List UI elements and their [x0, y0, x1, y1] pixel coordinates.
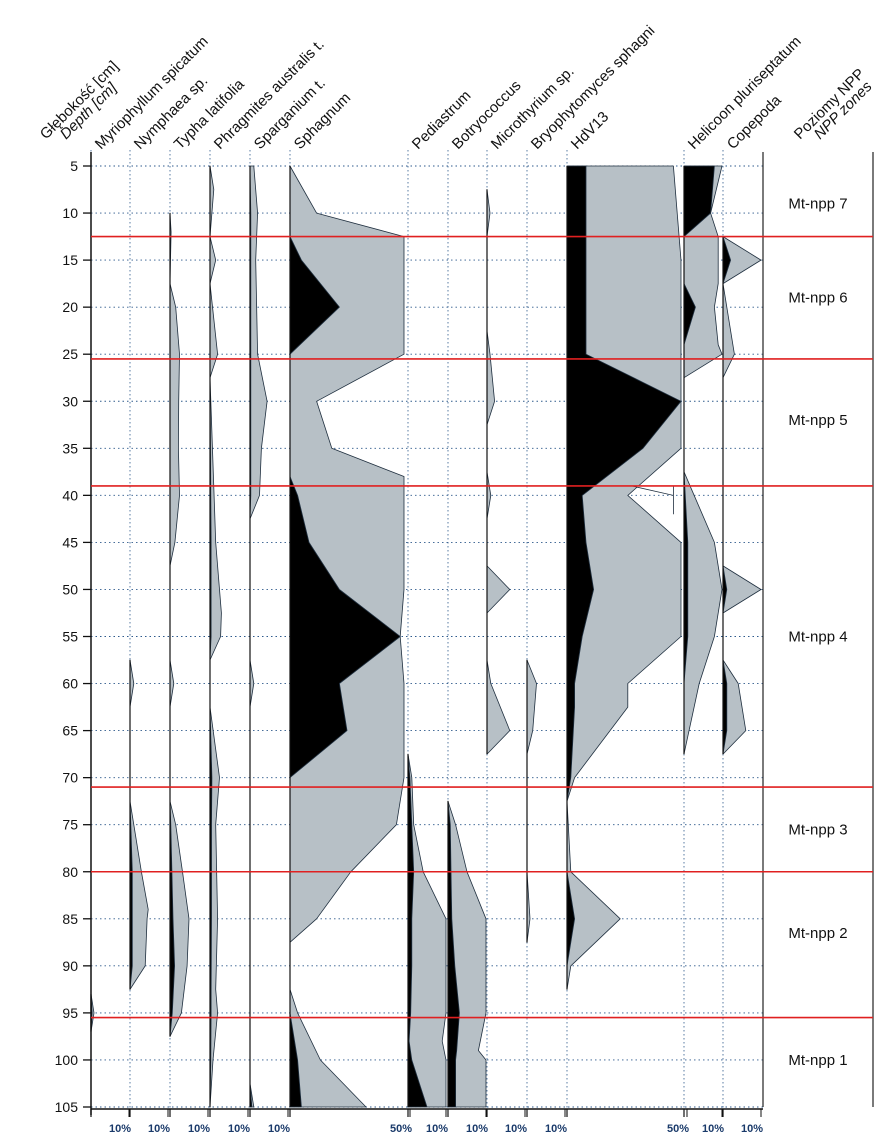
depth-tick-label: 60 [62, 676, 78, 692]
taxon-column: 10% [209, 165, 250, 1135]
scale-label: 50% [667, 1123, 689, 1135]
depth-tick-label: 80 [62, 864, 78, 880]
depth-tick-label: 30 [62, 393, 78, 409]
value-curve [566, 165, 682, 990]
scale-label: 10% [109, 1123, 131, 1135]
zone-label: Mt-npp 2 [788, 925, 847, 942]
depth-tick-label: 50 [62, 581, 78, 597]
depth-tick-label: 65 [62, 723, 78, 739]
taxon-column: 10% [486, 189, 527, 1135]
taxon-column: 50% [566, 165, 689, 1135]
scale-label: 10% [741, 1123, 763, 1135]
taxon-column: 10% [447, 800, 488, 1135]
value-curve [407, 753, 428, 1108]
taxon-column: 10% [407, 753, 448, 1135]
depth-tick-label: 55 [62, 629, 78, 645]
depth-tick-label: 15 [62, 252, 78, 268]
depth-tick-label: 95 [62, 1005, 78, 1021]
zone-layer: Mt-npp 7 Mt-npp 6 Mt-npp 5 Mt-npp 4 Mt-npp 3… [91, 196, 873, 1069]
exaggeration-curve [209, 165, 222, 1108]
scale-label: 10% [505, 1123, 527, 1135]
scale-label: 10% [228, 1123, 250, 1135]
zone-label: Mt-npp 6 [788, 290, 847, 307]
depth-tick-label: 105 [55, 1099, 79, 1115]
exaggeration-curve [526, 659, 537, 943]
depth-tick-label: 40 [62, 487, 78, 503]
zone-label: Mt-npp 3 [788, 821, 847, 838]
depth-tick-label: 45 [62, 534, 78, 550]
depth-tick-label: 10 [62, 205, 78, 221]
scale-label: 10% [466, 1123, 488, 1135]
scale-label: 10% [426, 1123, 448, 1135]
zone-label: Mt-npp 7 [788, 196, 847, 213]
zone-label: Mt-npp 1 [788, 1052, 847, 1069]
exaggeration-curve [722, 236, 762, 755]
value-curve [447, 800, 460, 1108]
data-layer: 10% 10% 10% 10% 10% 50% 10% 10% 10% 10% 50% 10% 10% [90, 165, 763, 1135]
taxon-column: 10% [129, 659, 170, 1135]
depth-tick-label: 5 [70, 158, 78, 174]
taxon-column: 50% [289, 165, 412, 1135]
depth-tick-label: 35 [62, 440, 78, 456]
exaggeration-curve [683, 165, 723, 755]
scale-label: 10% [545, 1123, 567, 1135]
scale-label: 10% [268, 1123, 290, 1135]
taxon-column: 10% [526, 659, 567, 1135]
exaggeration-curve [486, 189, 511, 755]
exaggeration-curve [407, 753, 447, 1108]
depth-tick-label: 25 [62, 346, 78, 362]
taxon-column: 10% [90, 993, 131, 1135]
scale-label: 10% [702, 1123, 724, 1135]
taxon-column: 10% [249, 165, 290, 1135]
depth-tick-label: 90 [62, 958, 78, 974]
scale-label: 10% [148, 1123, 170, 1135]
depth-tick-label: 85 [62, 911, 78, 927]
depth-tick-label: 70 [62, 770, 78, 786]
zone-label: Mt-npp 5 [788, 412, 847, 429]
scale-label: 10% [188, 1123, 210, 1135]
zone-label: Mt-npp 4 [788, 629, 847, 646]
depth-tick-label: 100 [55, 1052, 79, 1068]
taxon-column: 10% [683, 165, 724, 1135]
label-layer: Głębokość [cm]Depth [cm]Myriophyllum spi… [37, 22, 876, 153]
depth-tick-label: 20 [62, 299, 78, 315]
depth-tick-label: 75 [62, 817, 78, 833]
taxon-column: 10% [169, 212, 210, 1135]
taxon-column: 10% [722, 236, 763, 1135]
scale-label: 50% [390, 1123, 412, 1135]
axis-layer: 5 10 15 20 25 30 35 40 45 50 55 60 65 70 75 80 85 90 95 100… [55, 152, 763, 1115]
